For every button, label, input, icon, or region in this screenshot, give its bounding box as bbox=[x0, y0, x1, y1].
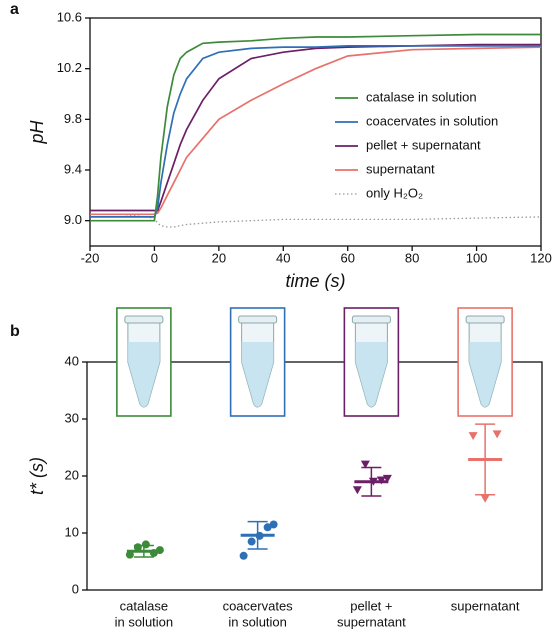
x-tick-label: 120 bbox=[530, 250, 552, 265]
legend-label: supernatant bbox=[366, 161, 435, 176]
data-line bbox=[90, 33, 541, 222]
panel-label: a bbox=[10, 1, 19, 18]
y-tick-label: 10.2 bbox=[57, 60, 82, 75]
x-tick-label: 20 bbox=[212, 250, 226, 265]
y-tick-label: 9.0 bbox=[64, 212, 82, 227]
legend-label: only H₂O₂ bbox=[366, 185, 423, 200]
error-bar bbox=[475, 423, 496, 496]
x-tick-label: -20 bbox=[81, 250, 100, 265]
data-point bbox=[141, 540, 150, 549]
x-tick-label: 40 bbox=[276, 250, 290, 265]
y-tick-label: 40 bbox=[65, 353, 79, 368]
data-point bbox=[352, 486, 362, 495]
x-tick-label: pellet + bbox=[350, 598, 392, 613]
legend-label: catalase in solution bbox=[366, 89, 477, 104]
plot-frame bbox=[86, 361, 543, 591]
x-tick-label: supernatant bbox=[337, 614, 406, 629]
legend-label: coacervates in solution bbox=[366, 113, 498, 128]
y-tick-label: 20 bbox=[65, 467, 79, 482]
x-tick-label: catalase bbox=[120, 598, 168, 613]
data-line bbox=[90, 213, 542, 228]
y-tick-label: 9.8 bbox=[64, 111, 82, 126]
x-tick-label: 0 bbox=[151, 250, 158, 265]
tube-icons bbox=[116, 307, 513, 417]
error-bar bbox=[133, 544, 154, 558]
y-axis-title: t* (s) bbox=[27, 457, 47, 495]
error-bar bbox=[361, 466, 382, 497]
x-tick-label: coacervates bbox=[223, 598, 294, 613]
data-point bbox=[360, 460, 370, 469]
plot-frame bbox=[89, 17, 542, 247]
y-axis-title: pH bbox=[27, 119, 47, 144]
y-tick-label: 10.6 bbox=[57, 9, 82, 24]
x-tick-label: in solution bbox=[115, 614, 174, 629]
y-tick-label: 0 bbox=[72, 581, 79, 596]
y-tick-label: 10 bbox=[65, 524, 79, 539]
data-point bbox=[480, 494, 490, 503]
data-point bbox=[468, 432, 478, 441]
y-tick-label: 9.4 bbox=[64, 161, 82, 176]
x-tick-label: 100 bbox=[466, 250, 488, 265]
error-bar bbox=[247, 520, 268, 550]
panel-label: b bbox=[10, 323, 20, 340]
data-line bbox=[90, 45, 541, 218]
data-point bbox=[382, 474, 392, 483]
legend-label: pellet + supernatant bbox=[366, 137, 481, 152]
data-point bbox=[247, 537, 256, 546]
x-tick-label: in solution bbox=[228, 614, 287, 629]
x-tick-label: 60 bbox=[340, 250, 354, 265]
data-point bbox=[239, 551, 248, 560]
data-point bbox=[492, 430, 502, 439]
data-point bbox=[269, 520, 278, 529]
y-tick-label: 30 bbox=[65, 410, 79, 425]
data-point bbox=[263, 523, 272, 532]
x-axis-title: time (s) bbox=[286, 271, 346, 291]
x-tick-label: 80 bbox=[405, 250, 419, 265]
x-tick-label: supernatant bbox=[451, 598, 520, 613]
data-line bbox=[90, 46, 542, 216]
